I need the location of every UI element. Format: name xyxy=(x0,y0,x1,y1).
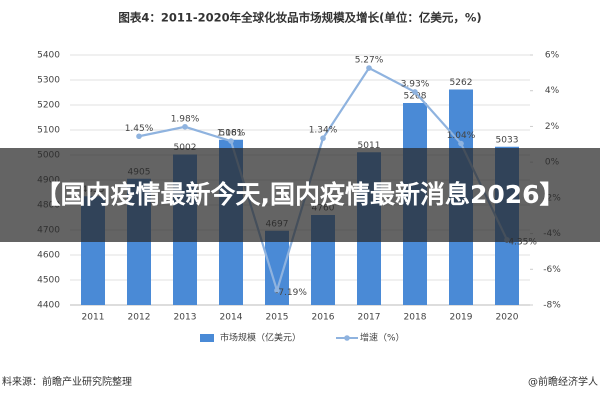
legend-label: 增速（%） xyxy=(360,332,405,344)
line-label: 1.98% xyxy=(171,114,200,124)
banner-box: 【国内疫情最新今天,国内疫情最新消息2026】 xyxy=(35,180,565,209)
chart-title: 图表4：2011-2020年全球化妆品市场规模及增长(单位：亿美元，%) xyxy=(118,11,481,25)
line-label: 1.34% xyxy=(309,126,338,136)
line-label: -4.35% xyxy=(505,237,537,247)
line-label: 1.45% xyxy=(125,124,154,134)
y-tick-label: 5100 xyxy=(37,126,60,136)
line-point xyxy=(320,135,326,142)
x-tick-label: 2016 xyxy=(312,313,335,323)
line-point xyxy=(136,133,142,140)
banner-background xyxy=(0,148,600,242)
line-label: -7.19% xyxy=(275,288,307,298)
y-tick-label: 5300 xyxy=(37,76,60,86)
line-label: 1.04% xyxy=(447,131,476,141)
y-tick-label: 4500 xyxy=(37,276,60,286)
line-point xyxy=(274,287,280,294)
line-point xyxy=(182,123,188,130)
legend-swatch xyxy=(200,334,214,342)
line-label: 3.93% xyxy=(401,79,430,89)
banner-text: 【国内疫情最新今天,国内疫情最新消息2026】 xyxy=(35,180,565,209)
watermark: @前瞻经济学人 xyxy=(528,375,598,388)
x-tick-label: 2017 xyxy=(358,313,381,323)
y2-tick-label: 2% xyxy=(545,122,560,132)
legend-swatch xyxy=(344,335,350,341)
y-tick-label: 5200 xyxy=(37,101,60,111)
bar-label: 5262 xyxy=(450,78,473,88)
y2-tick-label: 6% xyxy=(545,51,560,61)
x-tick-label: 2013 xyxy=(174,313,197,323)
y2-tick-label: -8% xyxy=(543,301,561,311)
line-point xyxy=(412,89,418,95)
x-tick-label: 2012 xyxy=(128,313,151,323)
bar-label: 5011 xyxy=(358,141,381,151)
legend-label: 市场规模（亿美元） xyxy=(220,332,301,344)
source: 料来源：前瞻产业研究院整理 xyxy=(2,375,132,388)
y-tick-label: 4400 xyxy=(37,301,60,311)
bar-label: 5061 xyxy=(220,128,243,138)
line-point xyxy=(458,140,464,147)
bar-label: 5208 xyxy=(404,92,427,102)
x-tick-label: 2018 xyxy=(404,313,427,323)
x-tick-label: 2020 xyxy=(496,313,519,323)
line-label: 1.18% xyxy=(217,129,246,139)
x-tick-label: 2011 xyxy=(82,313,105,323)
line-label: 5.27% xyxy=(355,56,384,66)
x-tick-label: 2014 xyxy=(220,313,243,323)
y2-tick-label: 4% xyxy=(545,86,560,96)
y2-tick-label: -6% xyxy=(543,265,561,275)
line-point xyxy=(366,65,372,71)
y-tick-label: 4600 xyxy=(37,251,60,261)
x-tick-label: 2015 xyxy=(266,313,289,323)
x-tick-label: 2019 xyxy=(450,313,473,323)
line-point xyxy=(228,138,234,144)
bar-label: 5033 xyxy=(496,135,519,145)
y-tick-label: 5400 xyxy=(37,51,60,61)
